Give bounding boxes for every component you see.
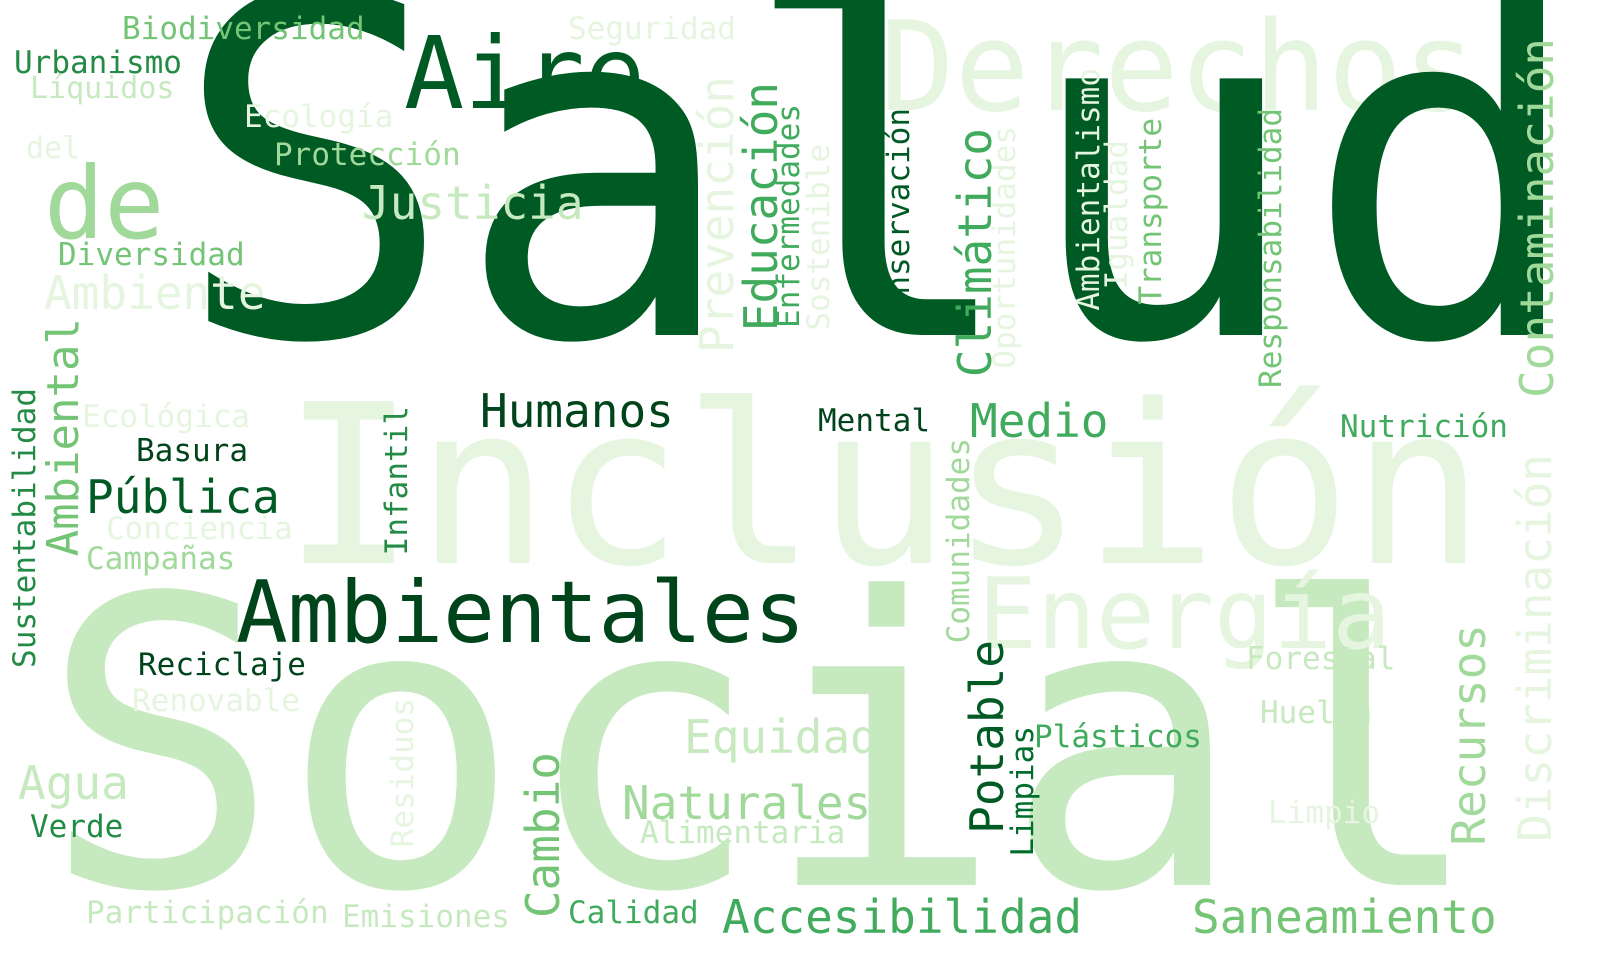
word-forestal: Forestal bbox=[1246, 641, 1396, 677]
word-naturales: Naturales bbox=[622, 776, 872, 830]
word-potable: Potable bbox=[960, 640, 1014, 834]
word-basura: Basura bbox=[136, 433, 248, 469]
word-diversidad: Diversidad bbox=[58, 237, 245, 273]
word-urbanismo: Urbanismo bbox=[14, 45, 182, 81]
word-de: de bbox=[44, 145, 165, 262]
word-social: Social bbox=[40, 515, 1485, 971]
word-humanos: Humanos bbox=[480, 384, 674, 438]
word-conservacion: Conservación bbox=[881, 108, 917, 332]
word-publica: Pública bbox=[86, 470, 280, 524]
word-nutricion: Nutrición bbox=[1340, 409, 1508, 445]
word-biodiversidad: Biodiversidad bbox=[122, 11, 365, 47]
word-mental: Mental bbox=[818, 403, 930, 439]
word-residuos: Residuos bbox=[385, 698, 421, 848]
word-renovable: Renovable bbox=[132, 683, 300, 719]
word-igualdad: Igualdad bbox=[1099, 140, 1135, 290]
word-emisiones: Emisiones bbox=[342, 899, 510, 935]
word-ambiental: Ambiental bbox=[38, 318, 89, 557]
word-conciencia: Conciencia bbox=[106, 511, 293, 547]
word-seguridad: Seguridad bbox=[568, 11, 736, 47]
word-discriminacion: Discriminación bbox=[1508, 454, 1562, 842]
word-oportunidades: Oportunidades bbox=[987, 126, 1023, 369]
word-agua: Agua bbox=[18, 756, 129, 810]
word-campanas: Campañas bbox=[86, 541, 236, 577]
word-accesibilidad: Accesibilidad bbox=[722, 890, 1083, 944]
word-salud: Salud bbox=[172, 0, 1587, 446]
word-huella: Huella bbox=[1260, 695, 1372, 731]
word-plasticos: Plásticos bbox=[1034, 719, 1202, 755]
word-ecologia: Ecología bbox=[244, 99, 394, 135]
word-justicia: Justicia bbox=[362, 176, 584, 230]
word-verde: Verde bbox=[30, 809, 124, 845]
word-ambientales: Ambientales bbox=[236, 563, 806, 663]
word-participacion: Participación bbox=[86, 895, 329, 931]
word-sostenible: Sostenible bbox=[801, 144, 837, 331]
word-aire: Aire bbox=[404, 15, 645, 132]
word-medio: Medio bbox=[970, 394, 1109, 448]
word-contaminacion: Contaminación bbox=[1510, 38, 1564, 399]
word-calidad: Calidad bbox=[568, 895, 699, 931]
word-comunidades: Comunidades bbox=[941, 438, 977, 644]
word-transporte: Transporte bbox=[1133, 118, 1169, 305]
word-proteccion: Protección bbox=[274, 137, 461, 173]
word-sustentabilidad: Sustentabilidad bbox=[7, 388, 43, 668]
word-responsabilidad: Responsabilidad bbox=[1253, 108, 1289, 388]
word-del: del bbox=[26, 131, 81, 166]
word-equidad: Equidad bbox=[684, 710, 878, 764]
word-cambio: Cambio bbox=[516, 752, 570, 919]
word-derechos: Derechos bbox=[880, 0, 1478, 140]
word-limpio: Limpio bbox=[1268, 795, 1380, 831]
word-alimentaria: Alimentaria bbox=[640, 815, 846, 851]
word-energia: Energía bbox=[978, 558, 1392, 672]
word-reciclaje: Reciclaje bbox=[138, 647, 306, 683]
word-saneamiento: Saneamiento bbox=[1192, 890, 1497, 944]
word-inclusion: Inclusión bbox=[282, 358, 1485, 616]
word-infantil: Infantil bbox=[379, 406, 415, 556]
word-ecologica: Ecológica bbox=[82, 399, 250, 435]
word-ambiente: Ambiente bbox=[44, 266, 266, 320]
word-liquidos: Líquidos bbox=[30, 71, 175, 106]
word-recursos: Recursos bbox=[1442, 624, 1496, 846]
